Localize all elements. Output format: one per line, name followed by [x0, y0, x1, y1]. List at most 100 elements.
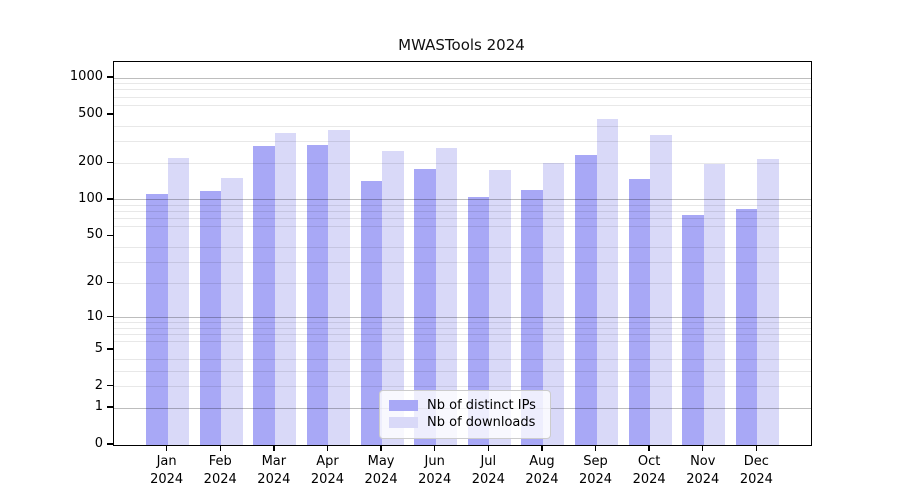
bar-nb-of-distinct-ips-may [360, 181, 383, 445]
y-tick-mark [107, 348, 113, 350]
bar-nb-of-downloads-jan [167, 158, 190, 445]
legend: Nb of distinct IPs Nb of downloads [379, 390, 551, 439]
y-tick-label: 20 [86, 274, 103, 290]
gridline-minor [114, 83, 811, 85]
x-tick-mark [702, 445, 704, 451]
gridline-minor [114, 370, 811, 372]
bar-nb-of-downloads-sep [596, 118, 619, 445]
x-tick-label: Feb 2024 [203, 454, 237, 487]
x-tick-label: May 2024 [364, 454, 398, 487]
gridline-minor [114, 334, 811, 336]
x-tick-mark [433, 445, 436, 451]
x-tick-label: Aug 2024 [525, 454, 559, 487]
bar-nb-of-distinct-ips-jul [467, 196, 490, 445]
y-tick-mark [107, 406, 113, 408]
bar-nb-of-distinct-ips-sep [575, 155, 597, 445]
legend-label-distinct-ips: Nb of distinct IPs [427, 398, 536, 413]
bar-nb-of-downloads-aug [542, 162, 565, 445]
bar-nb-of-distinct-ips-dec [735, 209, 758, 445]
gridline-minor [114, 341, 811, 343]
gridline-minor [114, 322, 811, 324]
y-tick-mark [107, 198, 113, 200]
y-tick-mark [107, 76, 113, 78]
bar-nb-of-distinct-ips-feb [199, 190, 222, 445]
bar-nb-of-distinct-ips-nov [682, 215, 704, 445]
bar-nb-of-downloads-mar [274, 133, 297, 445]
x-tick-mark [380, 445, 382, 451]
gridline-minor [114, 211, 811, 213]
bar-nb-of-distinct-ips-jan [146, 194, 168, 445]
gridline-minor [114, 141, 811, 143]
x-tick-label: Apr 2024 [310, 454, 344, 487]
gridline-minor [114, 126, 811, 128]
gridline-major [114, 317, 811, 319]
y-tick-mark [107, 161, 113, 164]
bar-nb-of-downloads-oct [650, 135, 672, 445]
gridline-minor [114, 162, 811, 164]
gridline-minor [114, 262, 811, 264]
x-tick-mark [755, 445, 758, 451]
gridline-minor [114, 359, 811, 361]
gridline-minor [114, 204, 811, 206]
gridline-minor [114, 104, 811, 106]
y-tick-mark [107, 113, 113, 115]
bar-nb-of-distinct-ips-apr [306, 144, 329, 445]
gridline-minor [114, 247, 811, 249]
gridline-minor [114, 327, 811, 329]
bar-nb-of-distinct-ips-oct [628, 178, 651, 445]
gridline-minor [114, 89, 811, 91]
legend-swatch-downloads [389, 417, 418, 428]
x-tick-label: Jun 2024 [418, 454, 452, 487]
bar-nb-of-downloads-jun [435, 148, 458, 445]
x-tick-mark [326, 445, 329, 451]
bar-nb-of-distinct-ips-aug [521, 189, 543, 445]
x-tick-label: Nov 2024 [686, 454, 720, 487]
gridline-major [114, 199, 811, 201]
y-tick-label: 2 [94, 377, 103, 393]
bar-nb-of-downloads-nov [703, 163, 726, 445]
y-tick-label: 500 [78, 105, 103, 121]
bar-nb-of-downloads-feb [221, 177, 243, 445]
x-tick-label: Mar 2024 [257, 454, 291, 487]
gridline-minor [114, 386, 811, 388]
bar-nb-of-downloads-dec [757, 159, 779, 445]
y-tick-label: 1 [94, 399, 103, 415]
y-tick-mark [107, 281, 113, 283]
gridline-minor [114, 218, 811, 220]
y-tick-label: 1000 [69, 69, 103, 85]
x-tick-label: Sep 2024 [578, 454, 613, 487]
bar-nb-of-distinct-ips-mar [253, 146, 275, 445]
y-tick-label: 0 [94, 436, 103, 451]
y-tick-mark [107, 384, 113, 387]
gridline-minor [114, 226, 811, 228]
y-tick-mark [107, 315, 113, 318]
x-tick-mark [648, 445, 650, 451]
x-tick-label: Dec 2024 [739, 454, 773, 487]
bar-nb-of-downloads-jul [489, 170, 511, 445]
x-tick-mark [165, 445, 168, 451]
x-tick-label: Jan 2024 [150, 454, 184, 487]
bar-nb-of-downloads-may [382, 151, 404, 445]
x-tick-label: Jul 2024 [471, 454, 505, 487]
y-tick-label: 100 [78, 190, 103, 206]
legend-item-downloads: Nb of downloads [389, 415, 536, 430]
y-tick-label: 5 [94, 340, 103, 356]
y-tick-mark [107, 234, 113, 236]
gridline-major [114, 77, 811, 79]
bar-nb-of-downloads-apr [328, 130, 350, 445]
y-tick-mark [107, 443, 113, 445]
legend-label-downloads: Nb of downloads [427, 415, 536, 430]
x-tick-mark [594, 445, 597, 451]
x-tick-mark [219, 445, 221, 451]
x-tick-label: Oct 2024 [632, 454, 666, 487]
legend-swatch-distinct-ips [389, 400, 418, 411]
gridline-minor [114, 96, 811, 98]
chart-title: MWASTools 2024 [398, 36, 525, 54]
bar-nb-of-distinct-ips-jun [414, 169, 436, 445]
legend-item-distinct-ips: Nb of distinct IPs [389, 398, 536, 413]
y-tick-label: 10 [86, 308, 103, 324]
plot-area: Nb of distinct IPs Nb of downloads [113, 61, 812, 446]
y-tick-label: 50 [86, 227, 103, 243]
x-tick-mark [541, 445, 543, 451]
